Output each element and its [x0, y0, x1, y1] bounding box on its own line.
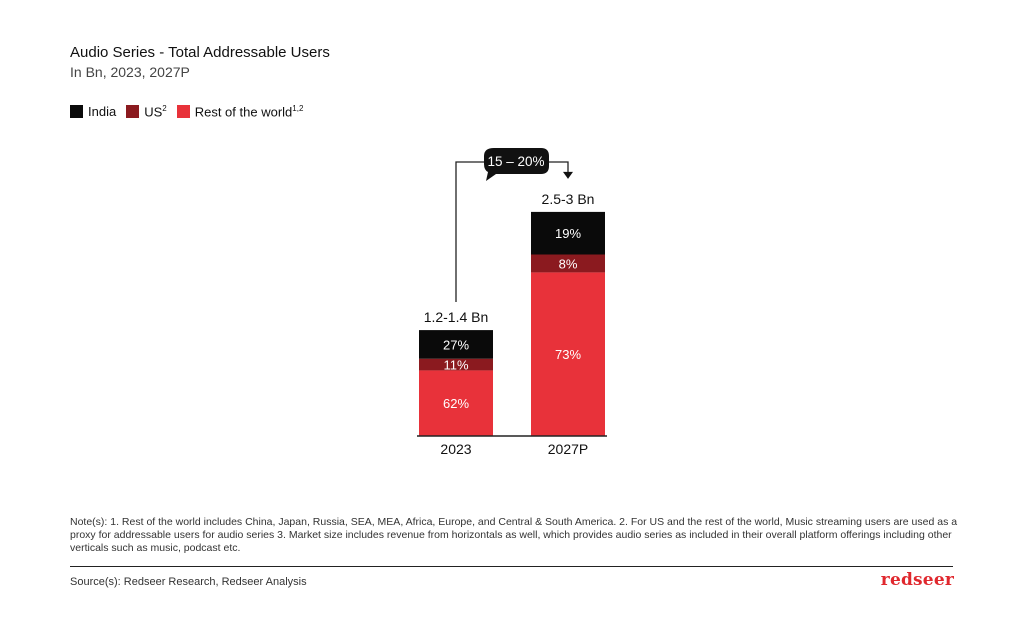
- category-label-2023: 2023: [440, 441, 471, 457]
- bar-segment-us-2023: [419, 358, 493, 371]
- brand-logo: redseer: [880, 570, 954, 590]
- chart-title: Audio Series - Total Addressable Users: [70, 44, 330, 61]
- data-label-us-2023: 11%: [443, 358, 468, 373]
- data-label-rest-of-the-world-2027p: 73%: [555, 347, 581, 362]
- legend-label-us-sup: 2: [162, 104, 167, 113]
- growth-callout-bubble: [484, 148, 549, 181]
- bar-segment-india-2027p: [531, 211, 605, 255]
- legend: India US2 Rest of the world1,2: [70, 104, 313, 119]
- footer-divider: [70, 566, 953, 567]
- legend-label-rest: Rest of the world1,2: [195, 104, 304, 119]
- bar-segment-us-2027p: [531, 254, 605, 273]
- legend-item-us: US2: [126, 104, 167, 119]
- data-label-india-2027p: 19%: [555, 226, 581, 241]
- stacked-bar-chart: 62% 11% 27% 1.2-1.4 Bn 2023 73% 8% 19% 2.5-3 Bn 2…: [417, 148, 607, 457]
- legend-swatch-india: [70, 105, 83, 119]
- legend-label-india: India: [88, 104, 117, 120]
- legend-swatch-rest: [176, 105, 190, 119]
- data-label-us-2027p: 8%: [559, 256, 578, 271]
- total-label-2027p: 2.5-3 Bn: [542, 191, 595, 207]
- legend-swatch-us: [126, 105, 140, 119]
- bar-segment-rest-of-the-world-2027p: [531, 272, 605, 436]
- data-label-rest-of-the-world-2023: 62%: [443, 396, 469, 411]
- bar-segment-india-2023: [419, 330, 493, 359]
- data-label-india-2023: 27%: [443, 337, 469, 352]
- legend-item-rest: Rest of the world1,2: [176, 104, 304, 119]
- source-note: Source(s): Redseer Research, Redseer Ana…: [70, 576, 307, 588]
- total-label-2023: 1.2-1.4 Bn: [424, 309, 489, 325]
- chart-subtitle: In Bn, 2023, 2027P: [70, 64, 190, 80]
- legend-label-us: US2: [144, 104, 167, 119]
- growth-label: 15 – 20%: [487, 154, 544, 169]
- bar-segment-rest-of-the-world-2023: [419, 370, 493, 436]
- category-label-2027p: 2027P: [548, 441, 588, 457]
- legend-label-rest-sup: 1,2: [292, 104, 304, 113]
- legend-label-us-text: US: [144, 104, 163, 120]
- legend-label-rest-text: Rest of the world: [194, 104, 293, 120]
- legend-item-india: India: [70, 104, 116, 119]
- growth-arrowhead: [563, 171, 573, 179]
- footnotes: Note(s): 1. Rest of the world includes C…: [70, 516, 958, 554]
